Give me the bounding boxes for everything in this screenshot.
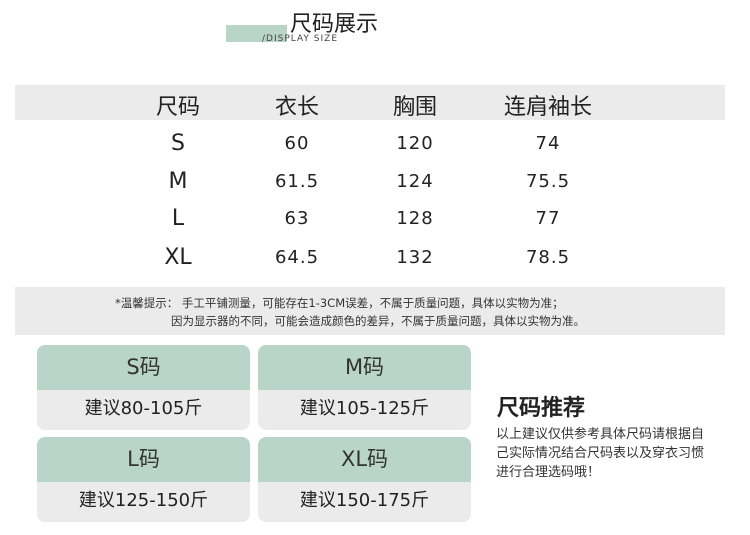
size-card-s: S码 建议80-105斤 (37, 345, 250, 430)
table-cell: 128 (396, 208, 434, 229)
column-header: 连肩袖长 (503, 95, 593, 120)
note-line: 因为显示器的不同，可能会造成颜色的差异，不属于质量问题，具体以实物为准。 (171, 314, 585, 328)
measurement-note: *温馨提示： 手工平铺测量，可能存在1-3CM误差，不属于质量问题，具体以实物为… (15, 287, 725, 335)
table-cell: 64.5 (274, 247, 320, 268)
card-size: XL码 (258, 437, 471, 482)
table-header: 尺码 衣长 胸围 连肩袖长 (15, 85, 725, 120)
column-header: 衣长 (274, 95, 320, 120)
column-header: 尺码 (155, 95, 201, 120)
note-line: *温馨提示： 手工平铺测量，可能存在1-3CM误差，不属于质量问题，具体以实物为… (115, 296, 564, 310)
size-label: M (168, 169, 188, 194)
table-cell: 74 (535, 133, 561, 154)
table-cell: 61.5 (274, 171, 320, 192)
card-advice: 建议150-175斤 (299, 490, 430, 511)
table-cell: 120 (396, 133, 434, 154)
table-cell: 77 (535, 208, 561, 229)
table-cell: 78.5 (525, 247, 571, 268)
table-cell: 124 (396, 171, 434, 192)
size-label: L (171, 206, 185, 231)
recommend-title: 尺码推荐 (497, 396, 586, 421)
recommend-text: 以上建议仅供参考具体尺码请根据自己实际情况结合尺码表以及穿衣习惯进行合理选码哦！ (496, 427, 705, 480)
size-label: XL (164, 245, 192, 270)
size-label: S (171, 131, 185, 156)
card-size: S码 (37, 345, 250, 390)
size-card-m: M码 建议105-125斤 (258, 345, 471, 430)
card-advice: 建议105-125斤 (299, 398, 430, 419)
column-header: 胸围 (392, 95, 438, 120)
table-cell: 60 (284, 133, 310, 154)
size-card-xl: XL码 建议150-175斤 (258, 437, 471, 522)
card-advice: 建议80-105斤 (84, 398, 203, 419)
page-title: 尺码展示 (290, 12, 379, 37)
table-cell: 63 (284, 208, 310, 229)
card-size: L码 (37, 437, 250, 482)
page-subtitle: /DISPLAY SIZE (262, 34, 339, 44)
card-advice: 建议125-150斤 (78, 490, 209, 511)
table-cell: 132 (396, 247, 434, 268)
size-card-l: L码 建议125-150斤 (37, 437, 250, 522)
title-accent-bar (226, 25, 287, 42)
table-cell: 75.5 (525, 171, 571, 192)
card-size: M码 (258, 345, 471, 390)
